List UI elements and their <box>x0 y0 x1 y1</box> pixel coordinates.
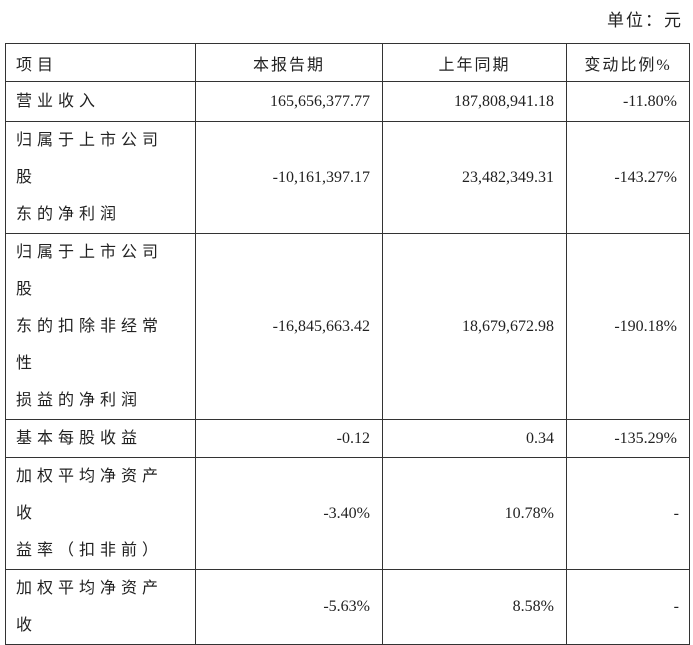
row-label-line: 基本每股收益 <box>16 430 143 447</box>
current-value: -0.12 <box>195 419 383 458</box>
row-label-line: 东的扣除非经常性 <box>16 318 164 372</box>
prior-value: 187,808,941.18 <box>382 81 567 122</box>
row-label-line: 东的净利润 <box>16 206 122 223</box>
table-row: 加权平均净资产收 -5.63% 8.58% - <box>5 569 690 645</box>
row-label: 归属于上市公司股 东的扣除非经常性损益的净利润 <box>5 233 196 420</box>
change-value: - <box>566 457 690 570</box>
financial-table: 项目 本报告期 上年同期 变动比例% 营业收入 165,656,377.77 187… <box>5 43 690 645</box>
current-value: -10,161,397.17 <box>195 121 383 234</box>
row-label: 营业收入 <box>5 81 196 122</box>
header-change-ratio: 变动比例% <box>566 43 690 82</box>
table-row: 归属于上市公司股 东的净利润 -10,161,397.17 23,482,349.31… <box>5 121 690 234</box>
row-label-line: 归属于上市公司股 <box>16 132 164 186</box>
header-item: 项目 <box>5 43 196 82</box>
current-value: -3.40% <box>195 457 383 570</box>
row-label-line: 损益的净利润 <box>16 392 143 409</box>
change-value: -143.27% <box>566 121 690 234</box>
prior-value: 18,679,672.98 <box>382 233 567 420</box>
row-label: 加权平均净资产收益率（扣非前） <box>5 457 196 570</box>
unit-label: 单位：元 <box>607 11 683 30</box>
table-row: 基本每股收益 -0.12 0.34 -135.29% <box>5 419 690 458</box>
table-header-row: 项目 本报告期 上年同期 变动比例% <box>5 43 690 82</box>
row-label: 加权平均净资产收 <box>5 569 196 645</box>
current-value: -5.63% <box>195 569 383 645</box>
prior-value: 23,482,349.31 <box>382 121 567 234</box>
current-value: -16,845,663.42 <box>195 233 383 420</box>
row-label-line: 加权平均净资产收 <box>16 580 164 634</box>
table-row: 加权平均净资产收 益率（扣非前） -3.40% 10.78% - <box>5 457 690 570</box>
table-row: 营业收入 165,656,377.77 187,808,941.18 -11.80% <box>5 81 690 122</box>
change-value: -11.80% <box>566 81 690 122</box>
header-current-period: 本报告期 <box>195 43 383 82</box>
row-label-line: 益率（扣非前） <box>16 542 164 559</box>
row-label: 归属于上市公司股东的净利润 <box>5 121 196 234</box>
prior-value: 10.78% <box>382 457 567 570</box>
row-label: 基本每股收益 <box>5 419 196 458</box>
change-value: -135.29% <box>566 419 690 458</box>
prior-value: 0.34 <box>382 419 567 458</box>
current-value: 165,656,377.77 <box>195 81 383 122</box>
prior-value: 8.58% <box>382 569 567 645</box>
header-prior-period: 上年同期 <box>382 43 567 82</box>
table-row: 归属于上市公司股 东的扣除非经常性 损益的净利润 -16,845,663.42 18,6… <box>5 233 690 420</box>
row-label-line: 加权平均净资产收 <box>16 468 164 522</box>
row-label-line: 归属于上市公司股 <box>16 244 164 298</box>
row-label-line: 营业收入 <box>16 93 101 110</box>
change-value: -190.18% <box>566 233 690 420</box>
change-value: - <box>566 569 690 645</box>
